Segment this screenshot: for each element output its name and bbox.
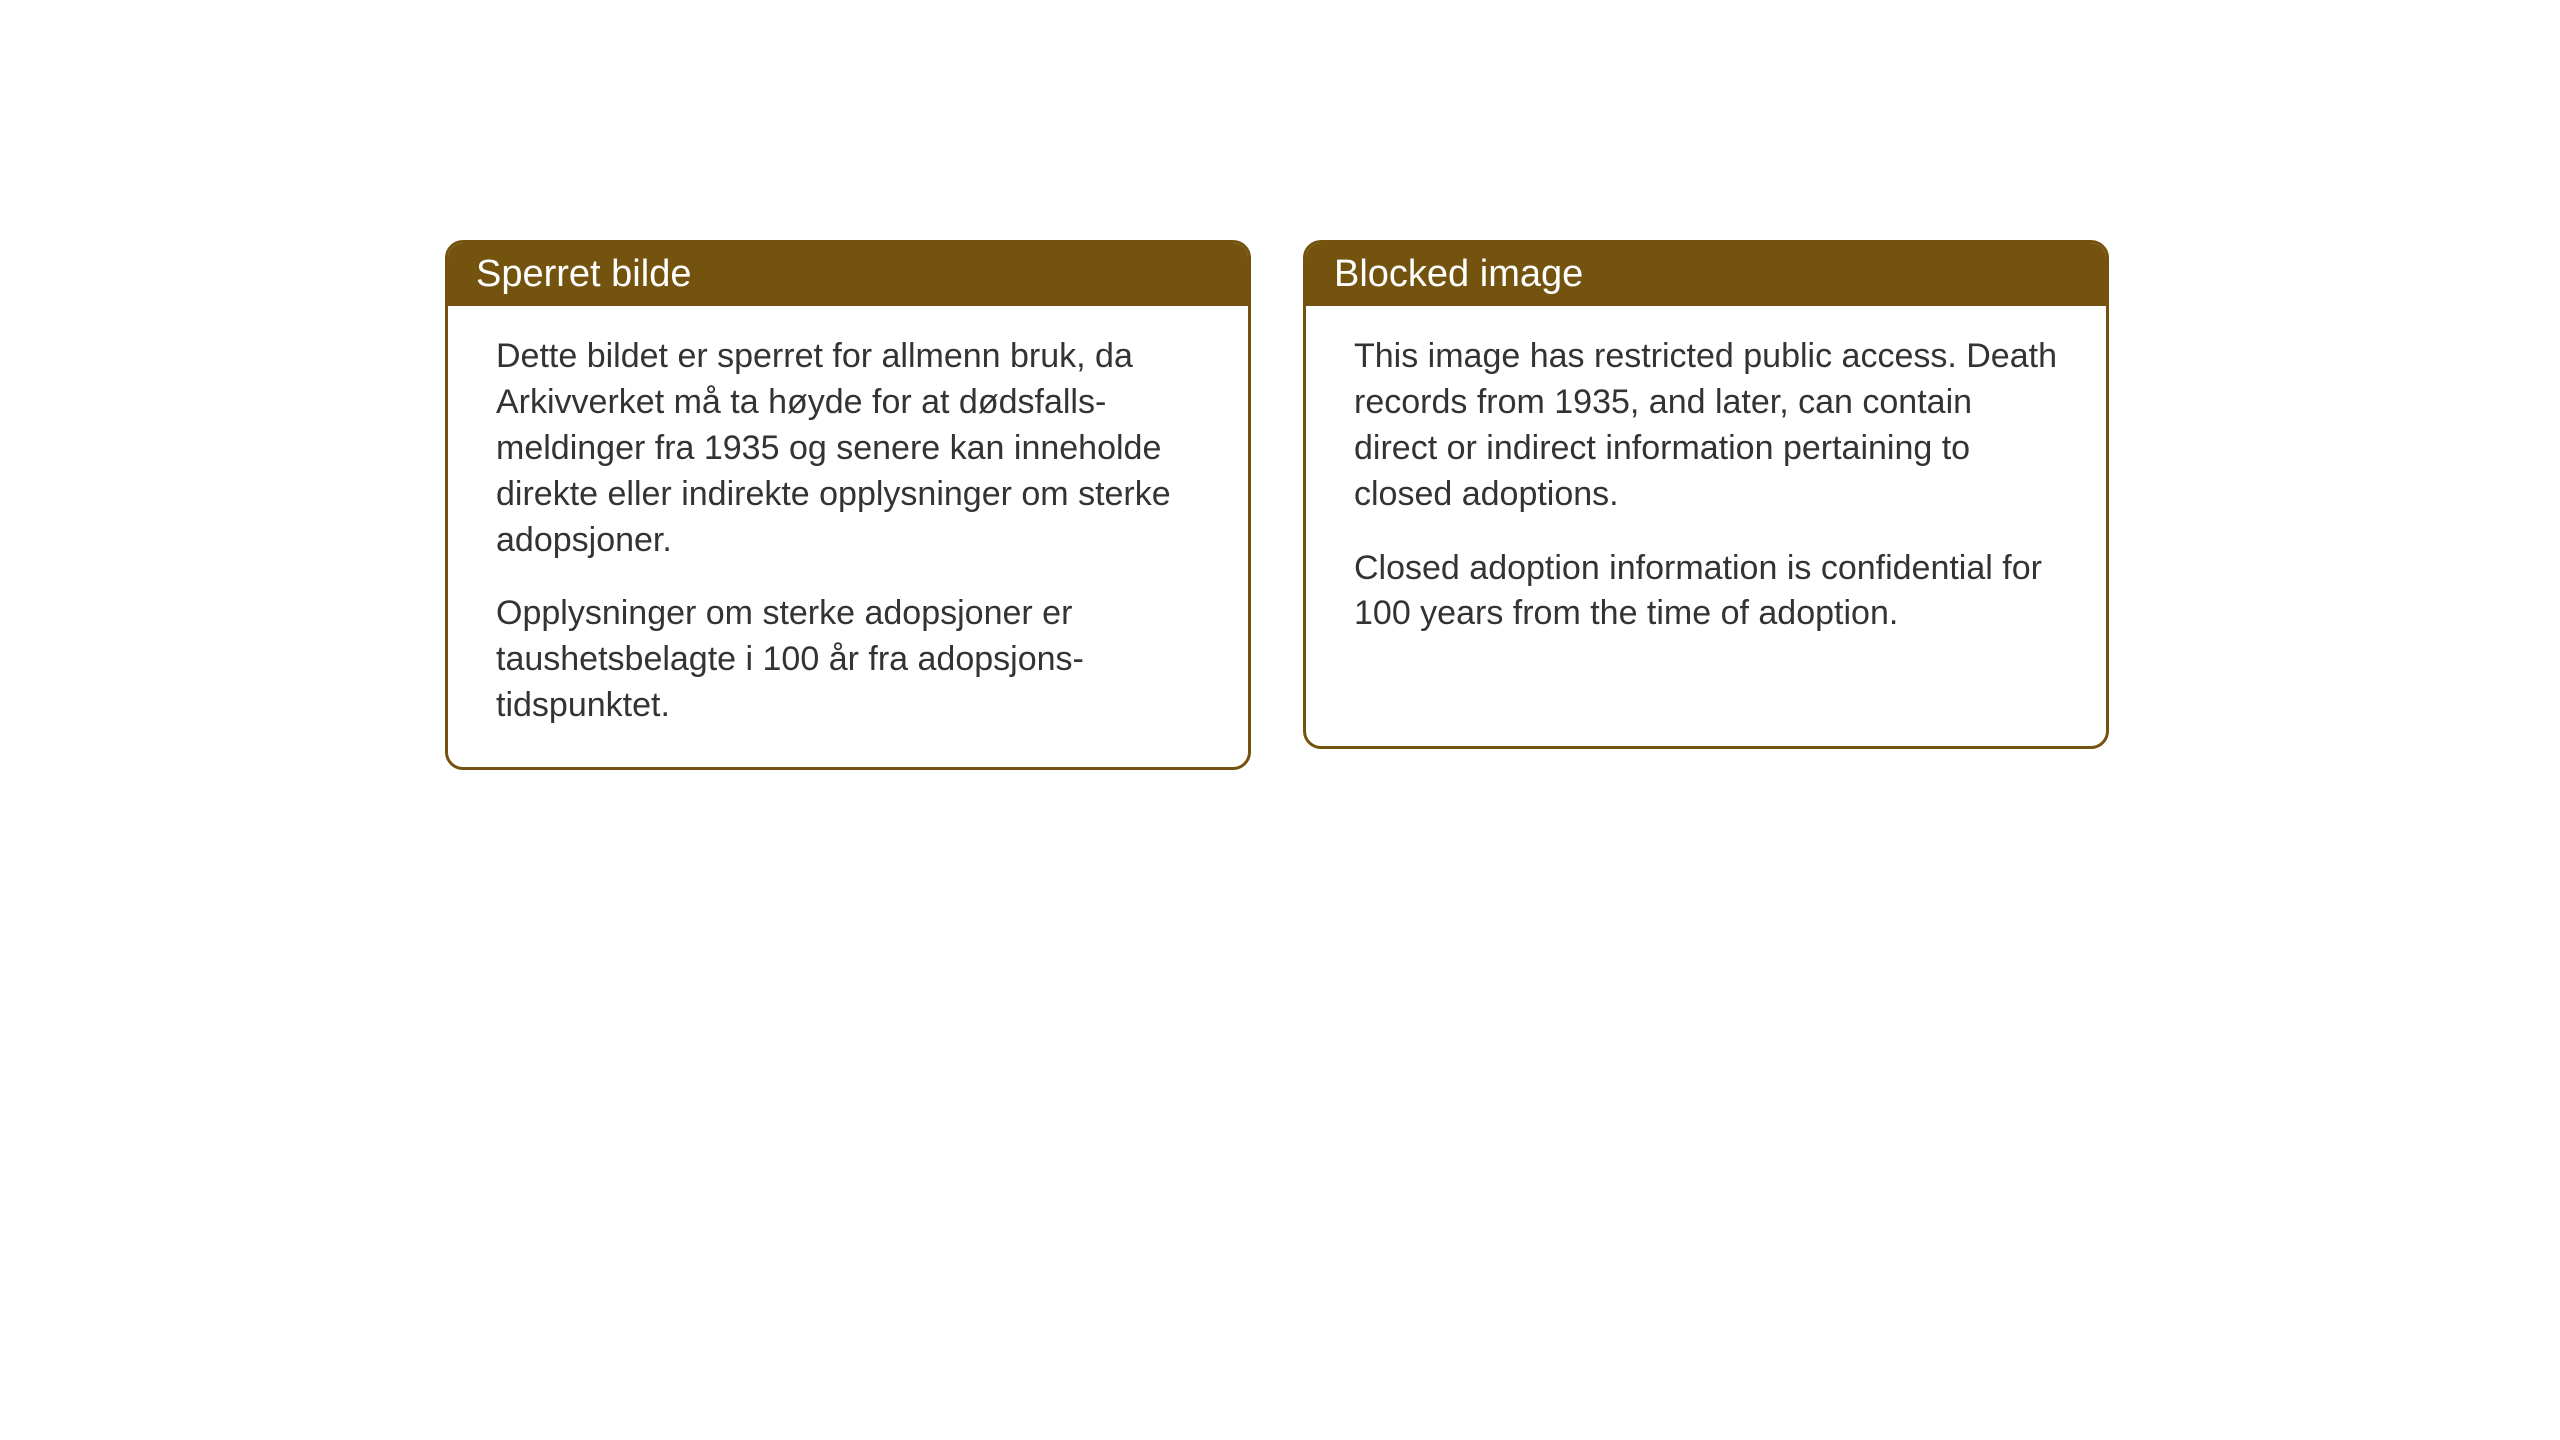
norwegian-paragraph-1: Dette bildet er sperret for allmenn bruk… — [496, 334, 1200, 563]
norwegian-card-body: Dette bildet er sperret for allmenn bruk… — [448, 306, 1248, 767]
english-card-title: Blocked image — [1334, 253, 1583, 295]
norwegian-card-title: Sperret bilde — [476, 253, 691, 295]
english-card-header: Blocked image — [1306, 243, 2106, 306]
english-card-body: This image has restricted public access.… — [1306, 306, 2106, 675]
english-notice-card: Blocked image This image has restricted … — [1303, 240, 2109, 749]
english-paragraph-2: Closed adoption information is confident… — [1354, 546, 2058, 638]
norwegian-paragraph-2: Opplysninger om sterke adopsjoner er tau… — [496, 591, 1200, 729]
norwegian-card-header: Sperret bilde — [448, 243, 1248, 306]
notice-cards-container: Sperret bilde Dette bildet er sperret fo… — [445, 240, 2109, 770]
norwegian-notice-card: Sperret bilde Dette bildet er sperret fo… — [445, 240, 1251, 770]
english-paragraph-1: This image has restricted public access.… — [1354, 334, 2058, 518]
